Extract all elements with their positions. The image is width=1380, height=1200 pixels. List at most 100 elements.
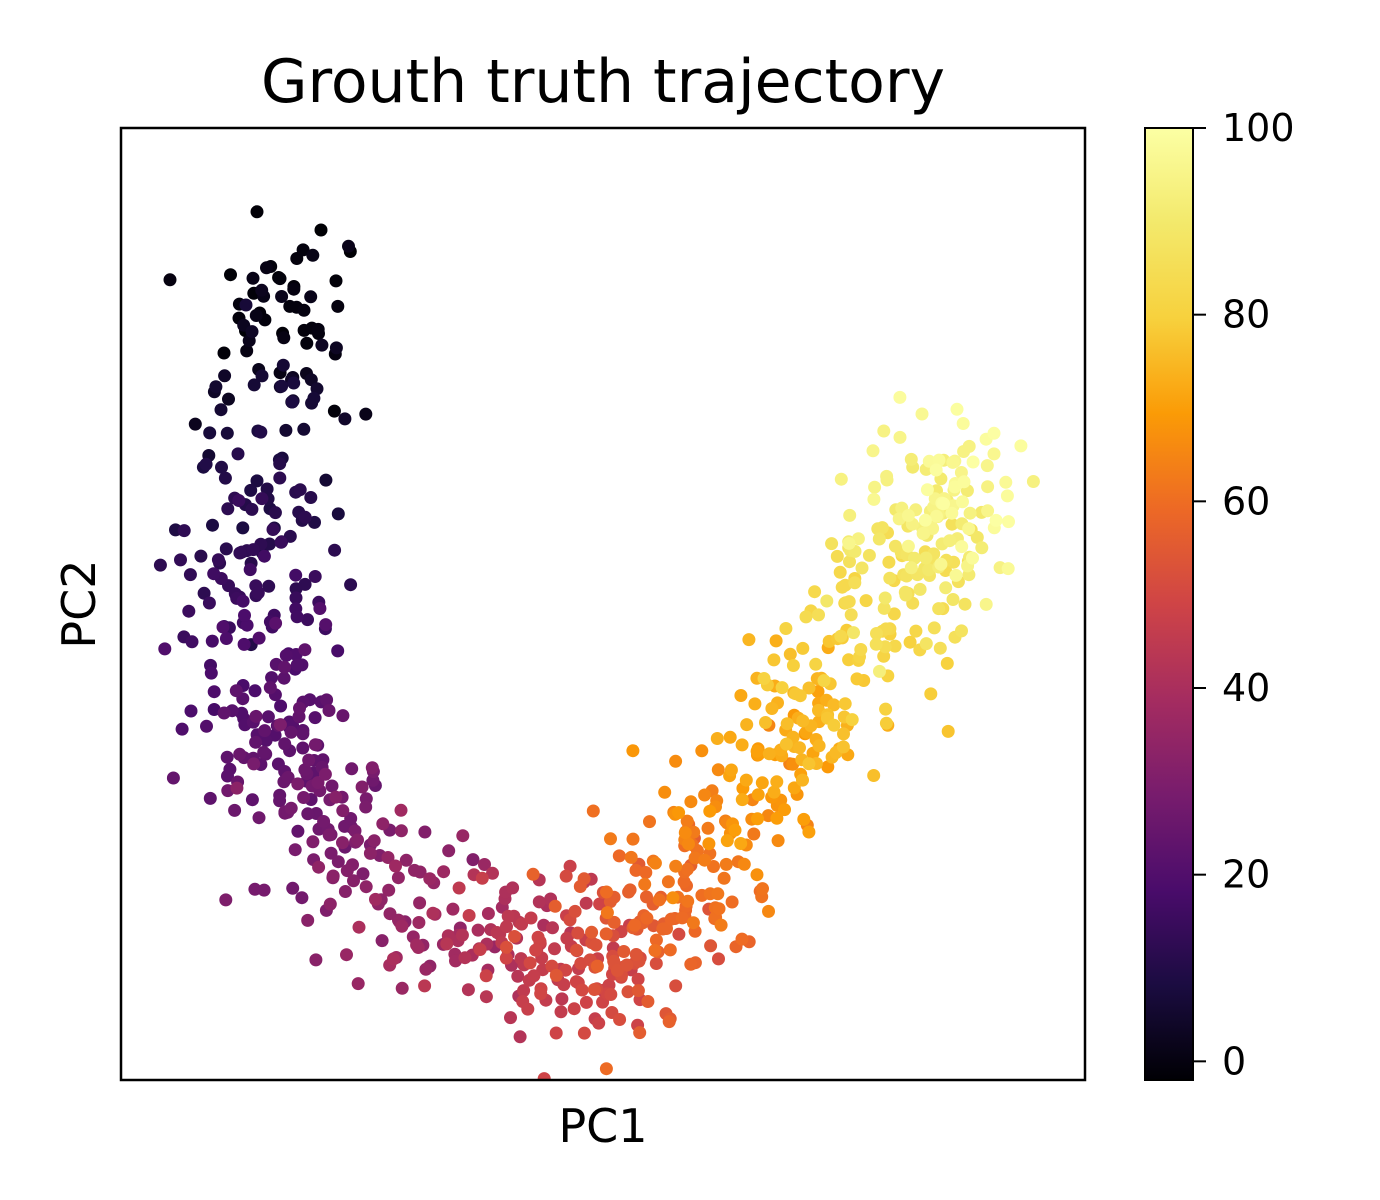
scatter-point [275, 379, 289, 393]
scatter-point [1000, 489, 1014, 503]
scatter-point [243, 563, 257, 577]
colorbar-tick-label: 0 [1222, 1039, 1246, 1083]
scatter-point [245, 325, 259, 339]
scatter-point [344, 812, 358, 825]
scatter-point [834, 629, 848, 643]
scatter-point [612, 849, 626, 863]
scatter-point [827, 698, 841, 712]
scatter-point [322, 828, 336, 842]
scatter-point [230, 781, 244, 795]
scatter-point [549, 968, 563, 982]
scatter-point [290, 658, 304, 672]
scatter-point [933, 641, 947, 655]
scatter-point [735, 738, 749, 752]
scatter-point [981, 504, 995, 518]
scatter-point [590, 959, 604, 973]
colorbar [1145, 128, 1193, 1080]
scatter-point [955, 540, 969, 554]
scatter-point [742, 633, 756, 647]
scatter-point [207, 567, 221, 581]
colorbar-ticks: 0 20 40 60 80 100 [1193, 106, 1295, 1083]
scatter-point [599, 1062, 613, 1076]
scatter-point [452, 881, 466, 895]
scatter-point [877, 424, 891, 438]
scatter-point [532, 895, 546, 909]
scatter-point [306, 248, 320, 262]
scatter-point [589, 938, 603, 952]
scatter-point [304, 290, 318, 304]
scatter-point [922, 563, 936, 577]
scatter-point [626, 832, 640, 846]
scatter-point [836, 740, 850, 754]
scatter-point [479, 969, 493, 983]
scatter-point [296, 741, 310, 755]
scatter-point [355, 780, 369, 794]
scatter-point [499, 951, 513, 965]
scatter-point [901, 539, 915, 553]
scatter-point [359, 800, 373, 814]
scatter-point [312, 860, 326, 874]
scatter-point [395, 919, 409, 933]
scatter-point [956, 417, 970, 430]
scatter-point [893, 390, 907, 404]
scatter-point [680, 814, 694, 828]
scatter-point [750, 744, 764, 758]
scatter-point [613, 1013, 627, 1026]
scatter-point [780, 717, 794, 731]
scatter-point [214, 403, 228, 417]
scatter-point [548, 942, 561, 956]
scatter-point [395, 981, 409, 995]
scatter-point [629, 863, 643, 877]
scatter-point [712, 952, 725, 966]
scatter-point [684, 957, 698, 971]
scatter-point [237, 637, 251, 651]
scatter-point [624, 850, 638, 864]
scatter-point [820, 594, 834, 608]
scatter-point [666, 891, 680, 905]
scatter-point [830, 549, 844, 563]
scatter-point [779, 737, 793, 751]
scatter-point [686, 916, 700, 930]
scatter-point [879, 702, 893, 716]
scatter-point [723, 730, 737, 744]
scatter-point [919, 637, 933, 651]
scatter-point [701, 821, 715, 835]
scatter-point [797, 812, 811, 826]
scatter-point [526, 867, 540, 881]
scatter-point [703, 804, 717, 818]
scatter-point [293, 701, 306, 715]
scatter-point [757, 672, 771, 685]
scatter-point [981, 480, 995, 494]
scatter-point [669, 754, 683, 768]
scatter-point [867, 492, 881, 506]
scatter-point [319, 618, 333, 632]
scatter-point [288, 843, 302, 857]
scatter-point [999, 475, 1013, 489]
scatter-point [278, 737, 292, 751]
scatter-point [1026, 475, 1040, 488]
scatter-point [684, 795, 698, 809]
scatter-point [245, 793, 259, 807]
scatter-point [579, 995, 593, 1009]
scatter-point [929, 463, 943, 477]
colorbar-tick-label: 60 [1222, 479, 1270, 523]
scatter-point [681, 894, 695, 908]
scatter-point [229, 684, 243, 698]
scatter-point [245, 502, 259, 516]
scatter-point [649, 957, 663, 970]
scatter-point [277, 671, 291, 685]
scatter-point [779, 622, 793, 635]
scatter-point [652, 893, 666, 907]
scatter-point [662, 1015, 676, 1029]
scatter-point [843, 508, 857, 522]
scatter-point [248, 684, 262, 698]
scatter-point [872, 532, 886, 546]
scatter-point [842, 536, 856, 550]
scatter-point [880, 469, 894, 483]
scatter-point [592, 1016, 606, 1030]
scatter-point [850, 672, 864, 686]
scatter-point [203, 791, 217, 805]
scatter-point [531, 930, 545, 944]
scatter-point [207, 703, 221, 716]
